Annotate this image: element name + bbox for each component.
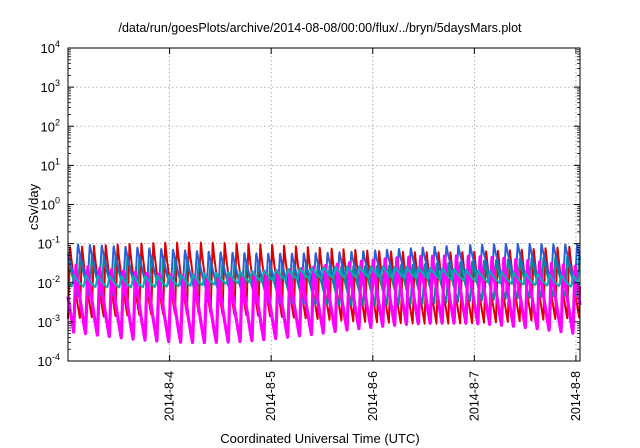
y-tick-label: 101 — [41, 156, 60, 173]
x-tick-label: 2014-8-4 — [163, 371, 177, 421]
y-tick-base: 10 — [38, 315, 52, 330]
y-tick-base: 10 — [41, 158, 55, 173]
y-tick-base: 10 — [38, 276, 52, 291]
series-line — [66, 254, 582, 345]
x-tick-label: 2014-8-7 — [467, 371, 481, 421]
y-tick-base: 10 — [41, 80, 55, 95]
y-tick-exponent: 0 — [55, 196, 60, 206]
y-tick-exponent: -1 — [52, 235, 60, 245]
y-tick-exponent: 3 — [55, 78, 60, 88]
y-tick-base: 10 — [38, 354, 52, 369]
x-tick-label: 2014-8-5 — [264, 371, 278, 421]
series-group — [66, 241, 582, 345]
series-line — [67, 265, 581, 289]
y-tick-exponent: 4 — [55, 39, 60, 49]
y-axis-label: cSv/day — [26, 183, 41, 230]
y-tick-label: 104 — [41, 39, 60, 56]
y-tick-exponent: 2 — [55, 117, 60, 127]
y-tick-exponent: -2 — [52, 274, 60, 284]
x-axis-label: Coordinated Universal Time (UTC) — [220, 431, 420, 446]
y-tick-label: 103 — [41, 78, 60, 95]
y-tick-label: 102 — [41, 117, 60, 134]
y-tick-label: 10-4 — [38, 352, 60, 369]
x-tick-label: 2014-8-8 — [569, 371, 583, 421]
y-tick-label: 10-3 — [38, 313, 60, 330]
y-tick-base: 10 — [38, 237, 52, 252]
chart-title: /data/run/goesPlots/archive/2014-08-08/0… — [118, 21, 522, 35]
y-tick-label: 100 — [41, 196, 60, 213]
y-tick-exponent: -3 — [52, 313, 60, 323]
y-tick-exponent: 1 — [55, 156, 60, 166]
y-tick-base: 10 — [41, 41, 55, 56]
y-tick-exponent: -4 — [52, 352, 60, 362]
y-tick-base: 10 — [41, 119, 55, 134]
y-tick-label: 10-2 — [38, 274, 60, 291]
y-tick-label: 10-1 — [38, 235, 60, 252]
x-tick-label: 2014-8-6 — [366, 371, 380, 421]
y-tick-base: 10 — [41, 198, 55, 213]
